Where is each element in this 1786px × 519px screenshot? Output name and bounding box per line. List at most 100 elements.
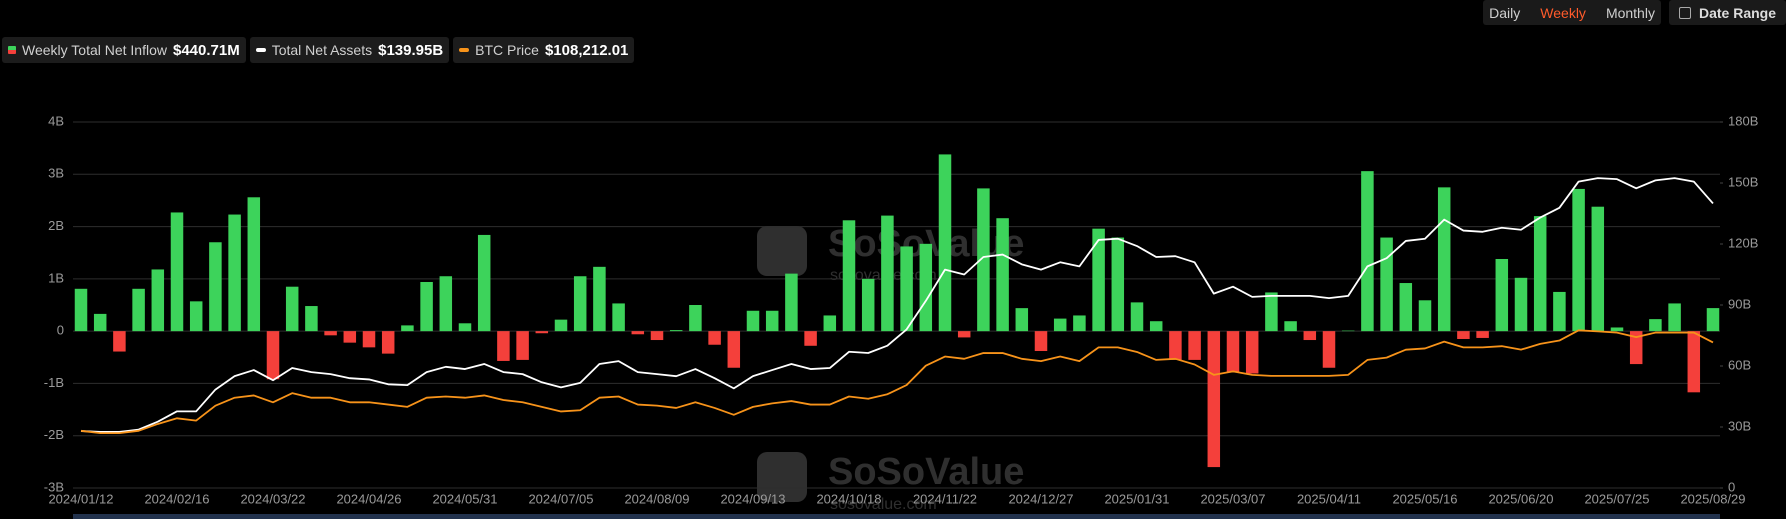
bar xyxy=(1706,308,1720,332)
bar xyxy=(1092,228,1105,332)
watermark-site: sosovalue.com xyxy=(830,496,937,513)
legend-icon xyxy=(8,46,16,54)
legend-item[interactable]: Weekly Total Net Inflow $440.71M xyxy=(2,37,246,63)
bar xyxy=(765,310,779,332)
grid xyxy=(73,121,1720,489)
bar xyxy=(1034,331,1048,352)
bar xyxy=(1668,303,1681,332)
bar xyxy=(151,269,165,332)
controls: Daily Weekly Monthly Date Range xyxy=(1483,0,1786,25)
bar xyxy=(420,281,433,332)
line xyxy=(80,177,1714,433)
x-tick-label: 2024/10/18 xyxy=(816,491,881,506)
bar xyxy=(247,197,261,332)
bar xyxy=(1341,330,1355,332)
y2-tick-label: 0 xyxy=(1728,479,1735,494)
legend-name: Weekly Total Net Inflow xyxy=(22,42,167,58)
bar xyxy=(362,331,376,348)
bar xyxy=(1437,187,1451,332)
bar xyxy=(689,305,702,332)
legend-value: $440.71M xyxy=(173,41,240,59)
bar xyxy=(1457,331,1470,339)
date-range-label: Date Range xyxy=(1698,4,1776,21)
logo xyxy=(757,452,807,502)
bar xyxy=(1361,171,1374,332)
bar xyxy=(708,331,721,345)
bar xyxy=(1553,291,1566,332)
y-tick-label: 3B xyxy=(48,166,64,181)
bar xyxy=(1130,302,1144,332)
bar xyxy=(1303,331,1317,341)
period-button[interactable]: Daily xyxy=(1489,4,1521,21)
bar xyxy=(381,331,395,354)
bar xyxy=(1265,292,1278,332)
bar xyxy=(477,234,491,332)
bar xyxy=(612,303,625,332)
bar xyxy=(919,243,933,332)
bar xyxy=(93,313,107,332)
bar xyxy=(1495,258,1509,332)
bar xyxy=(996,218,1009,332)
calendar-icon xyxy=(1678,6,1691,19)
bar xyxy=(1169,331,1182,360)
y-tick-label: -2B xyxy=(44,427,64,442)
period-button[interactable]: Monthly xyxy=(1605,4,1655,21)
bar xyxy=(631,331,645,335)
y2-tick-label: 150B xyxy=(1728,174,1758,189)
bar xyxy=(1533,216,1547,332)
y-tick-label: 2B xyxy=(48,218,64,233)
bar xyxy=(1610,327,1624,332)
x-tick-label: 2024/03/22 xyxy=(240,491,305,506)
date-range-button[interactable]: Date Range xyxy=(1668,0,1786,25)
bar xyxy=(1687,331,1701,393)
y-tick-label: 0 xyxy=(57,323,64,338)
bar xyxy=(1591,206,1605,332)
bar xyxy=(823,315,837,332)
bar xyxy=(1111,237,1125,332)
watermark-brand: SoSoValue xyxy=(828,451,1024,493)
x-tick-label: 2024/11/22 xyxy=(913,491,977,506)
bar xyxy=(573,276,587,332)
legend-name: BTC Price xyxy=(475,42,539,58)
bar xyxy=(746,310,760,332)
bar xyxy=(727,331,741,368)
bar xyxy=(458,323,472,332)
bar xyxy=(497,331,510,361)
bar xyxy=(1284,321,1297,332)
bar xyxy=(401,325,414,332)
x-tick-label: 2024/02/16 xyxy=(144,491,209,506)
bar xyxy=(1073,315,1086,332)
bar xyxy=(804,331,817,346)
bar xyxy=(285,286,299,332)
bar xyxy=(861,278,875,332)
bar xyxy=(1322,331,1336,368)
logo xyxy=(757,226,807,276)
bar xyxy=(189,301,203,332)
bar xyxy=(785,273,798,332)
legend-icon xyxy=(255,48,266,52)
bar xyxy=(1629,331,1643,365)
legend-icon xyxy=(459,48,470,52)
bar xyxy=(1572,188,1585,332)
x-tick-label: 2025/04/11 xyxy=(1297,491,1361,506)
bar xyxy=(170,212,184,332)
bar xyxy=(593,266,606,332)
bar xyxy=(209,242,222,332)
x-tick-label: 2024/05/31 xyxy=(432,491,497,506)
x-tick-label: 2025/08/29 xyxy=(1680,491,1745,506)
legend-item[interactable]: BTC Price $108,212.01 xyxy=(453,37,635,63)
watermark-bottom: SoSoValue sosovalue.com xyxy=(757,451,1024,513)
legend-item[interactable]: Total Net Assets $139.95B xyxy=(249,37,450,63)
period-button[interactable]: Weekly xyxy=(1540,4,1586,21)
bar xyxy=(957,331,971,338)
bar xyxy=(324,331,337,336)
x-tick-label: 2024/07/05 xyxy=(528,491,593,506)
bar xyxy=(938,154,952,332)
bar xyxy=(650,331,664,341)
x-tick-label: 2024/09/13 xyxy=(720,491,785,506)
bar xyxy=(1015,308,1029,332)
line xyxy=(80,329,1714,434)
bar xyxy=(1418,300,1432,332)
legend-value: $139.95B xyxy=(378,41,444,59)
